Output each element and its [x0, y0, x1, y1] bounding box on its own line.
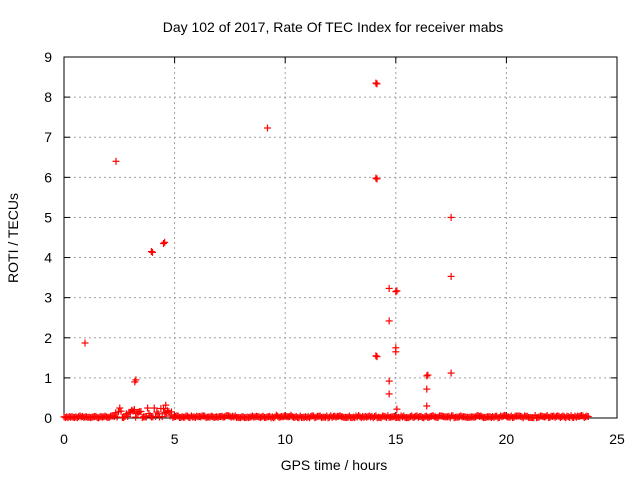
y-tick-label: 6	[44, 169, 52, 185]
data-point	[124, 412, 132, 420]
x-tick-label: 15	[388, 431, 404, 447]
y-tick-label: 8	[44, 89, 52, 105]
data-point	[372, 174, 380, 182]
data-point	[372, 79, 380, 87]
data-point	[447, 213, 455, 221]
data-point	[147, 248, 155, 256]
data-point	[393, 405, 401, 413]
data-point	[423, 385, 431, 393]
data-point	[164, 407, 172, 415]
y-tick-label: 2	[44, 330, 52, 346]
data-point	[132, 376, 140, 384]
data-point	[81, 339, 89, 347]
x-tick-label: 0	[60, 431, 68, 447]
data-point	[162, 401, 170, 409]
data-point	[385, 317, 393, 325]
y-tick-labels: 0 1 2 3 4 5 6 7 8 9	[44, 49, 52, 426]
data-point	[392, 288, 400, 296]
x-tick-labels: 0 5 10 15 20 25	[60, 431, 625, 447]
data-point	[129, 407, 137, 415]
y-tick-label: 5	[44, 209, 52, 225]
data-point	[150, 404, 158, 412]
data-point	[161, 238, 169, 246]
data-point	[423, 372, 431, 380]
data-point	[372, 352, 380, 360]
data-point	[424, 371, 432, 379]
x-tick-label: 25	[609, 431, 625, 447]
x-tick-label: 5	[171, 431, 179, 447]
data-point	[158, 413, 166, 421]
x-axis-label: GPS time / hours	[281, 457, 388, 473]
y-tick-label: 7	[44, 129, 52, 145]
data-point	[392, 348, 400, 356]
data-point	[447, 272, 455, 280]
data-point	[160, 240, 168, 248]
y-tick-label: 9	[44, 49, 52, 65]
plot-frame	[63, 56, 618, 419]
grid-lines	[64, 57, 617, 418]
data-point	[148, 248, 156, 256]
x-tick-label: 20	[499, 431, 515, 447]
data-point	[132, 413, 140, 421]
data-point	[153, 408, 161, 416]
data-point	[385, 284, 393, 292]
data-point	[137, 407, 145, 415]
data-point	[264, 124, 272, 132]
y-tick-label: 0	[44, 410, 52, 426]
data-point	[447, 369, 455, 377]
data-point	[385, 390, 393, 398]
y-tick-label: 1	[44, 370, 52, 386]
data-points	[60, 79, 592, 422]
data-point	[584, 413, 592, 421]
data-point	[154, 410, 162, 418]
chart-title: Day 102 of 2017, Rate Of TEC Index for r…	[163, 19, 504, 35]
data-point	[168, 408, 176, 416]
data-point	[423, 402, 431, 410]
y-tick-label: 3	[44, 290, 52, 306]
axis-ticks	[63, 56, 618, 419]
data-point	[385, 377, 393, 385]
data-point	[373, 175, 381, 183]
data-point	[116, 404, 124, 412]
data-point	[117, 407, 125, 415]
data-point	[112, 157, 120, 165]
data-point	[393, 287, 401, 295]
y-tick-label: 4	[44, 250, 52, 266]
x-tick-label: 10	[277, 431, 293, 447]
data-point	[120, 414, 128, 422]
y-axis-label: ROTI / TECUs	[5, 193, 21, 283]
data-point	[373, 80, 381, 88]
data-point	[144, 404, 152, 412]
data-point	[373, 353, 381, 361]
data-point	[130, 406, 138, 414]
